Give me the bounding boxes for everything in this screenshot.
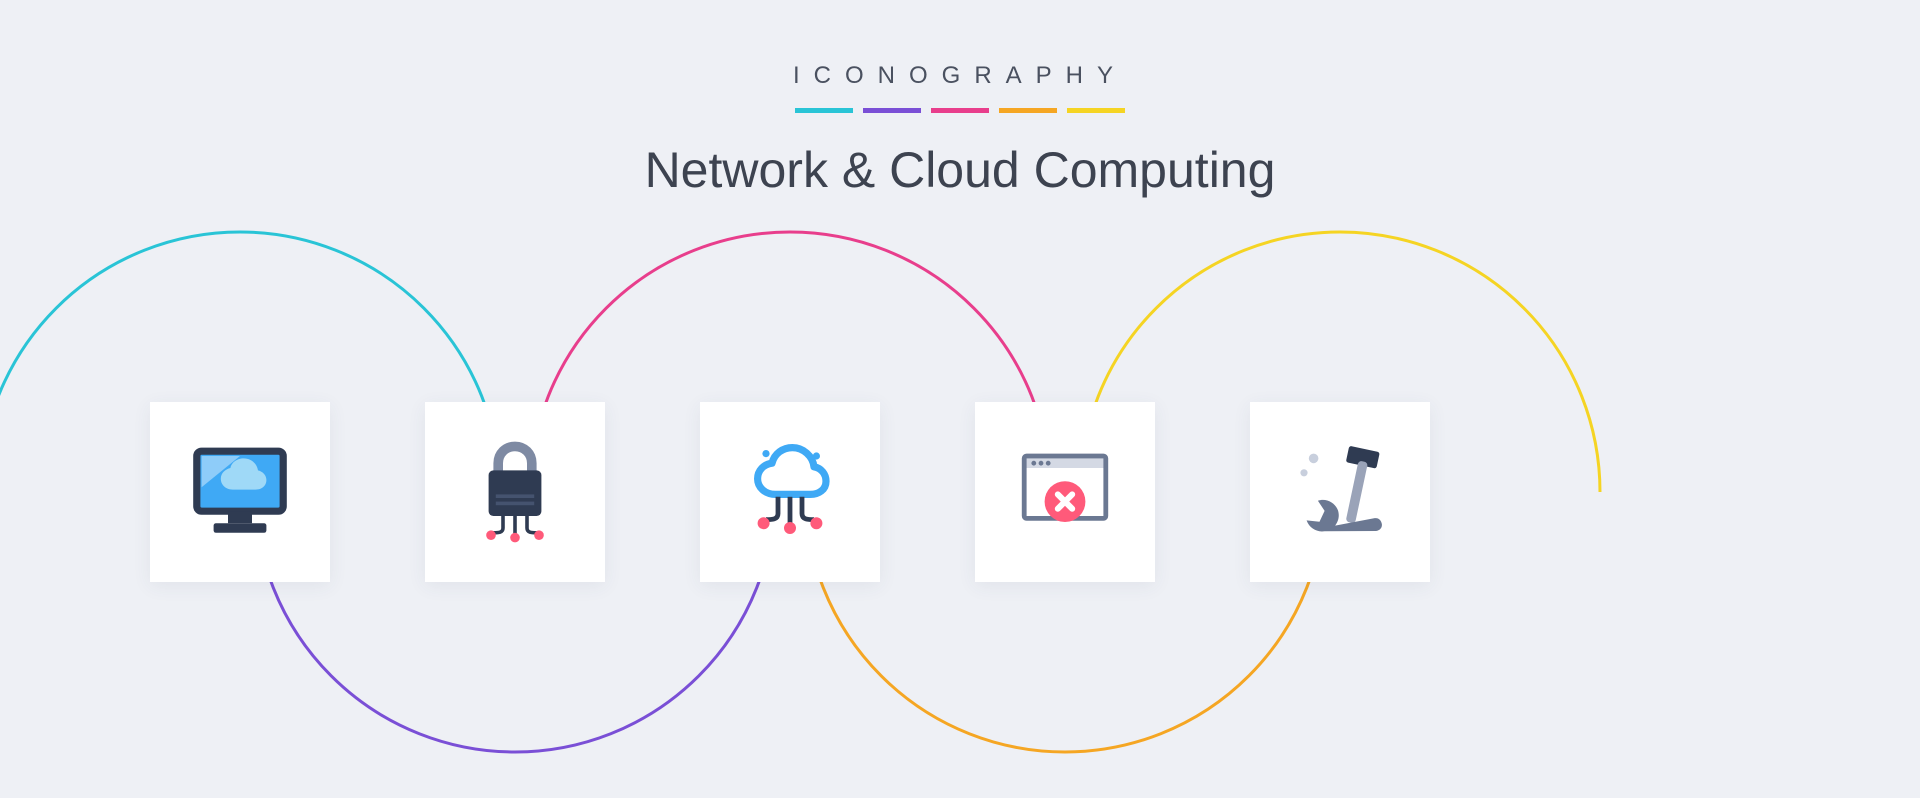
card-tools xyxy=(1250,402,1430,582)
tools-icon xyxy=(1280,432,1400,552)
browser-error-icon xyxy=(1005,432,1125,552)
cloud-network-icon xyxy=(730,432,850,552)
card-browser-error xyxy=(975,402,1155,582)
secure-lock-network-icon xyxy=(455,432,575,552)
card-cloud-network xyxy=(700,402,880,582)
card-secure-lock xyxy=(425,402,605,582)
card-cloud-monitor xyxy=(150,402,330,582)
icon-cards xyxy=(0,0,1920,798)
cloud-monitor-icon xyxy=(180,432,300,552)
